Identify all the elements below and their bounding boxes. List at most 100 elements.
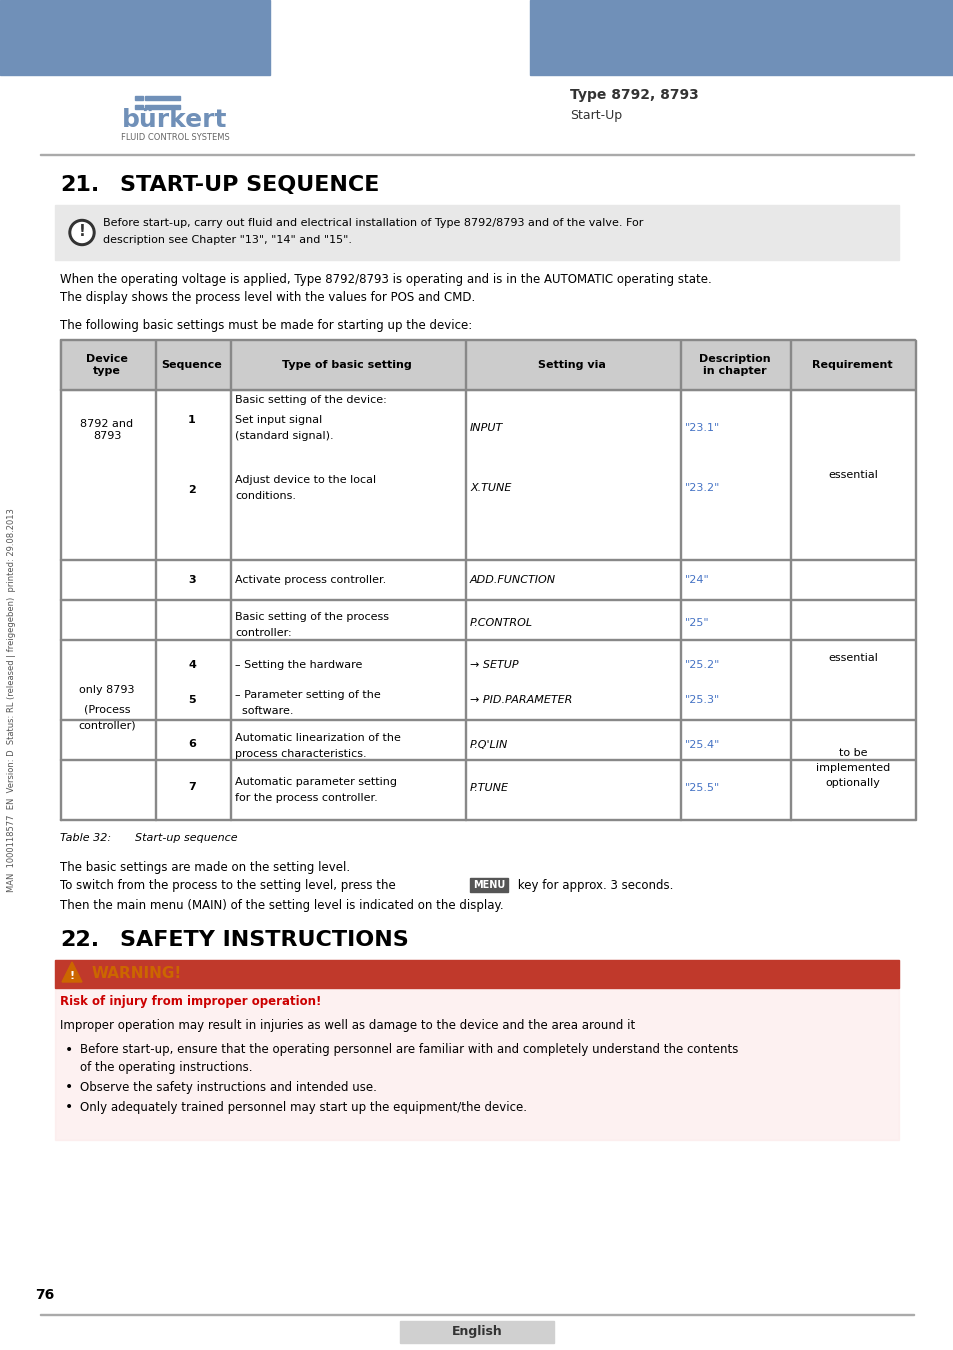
Text: "25": "25" [684,618,709,628]
Text: •: • [65,1044,73,1057]
Text: description see Chapter "13", "14" and "15".: description see Chapter "13", "14" and "… [103,235,352,244]
Text: for the process controller.: for the process controller. [234,792,377,803]
Bar [399,1322,554,1343]
Text: P.CONTROL: P.CONTROL [470,618,533,628]
Bar [145,96,180,100]
Text: essential: essential [827,653,877,663]
Text: controller:: controller: [234,628,292,639]
Text: Automatic linearization of the: Automatic linearization of the [234,733,400,743]
Bar [135,105,143,109]
Text: P.TUNE: P.TUNE [470,783,509,792]
Bar [530,0,953,76]
Text: "25.5": "25.5" [684,783,720,792]
Text: controller): controller) [78,721,135,730]
Text: conditions.: conditions. [234,491,295,501]
Text: "25.2": "25.2" [684,660,720,670]
Bar [470,878,507,892]
Text: The display shows the process level with the values for POS and CMD.: The display shows the process level with… [60,290,475,304]
Text: "23.2": "23.2" [684,483,720,493]
Bar [464,340,465,819]
Polygon shape [62,963,82,981]
Text: Table 32:: Table 32: [60,833,111,842]
Text: Type of basic setting: Type of basic setting [282,360,412,370]
Bar [154,340,156,819]
Text: 22.: 22. [60,930,99,950]
Text: ADD.FUNCTION: ADD.FUNCTION [470,575,556,585]
Bar [230,340,231,819]
Text: FLUID CONTROL SYSTEMS: FLUID CONTROL SYSTEMS [120,134,229,143]
Text: Sequence: Sequence [161,360,222,370]
Text: Observe the safety instructions and intended use.: Observe the safety instructions and inte… [80,1080,376,1094]
Text: 2: 2 [188,485,195,495]
Text: (standard signal).: (standard signal). [234,431,334,441]
Text: !: ! [70,971,74,981]
Bar [135,96,143,100]
Text: Activate process controller.: Activate process controller. [234,575,386,585]
Text: – Parameter setting of the: – Parameter setting of the [234,690,380,701]
Text: 1: 1 [188,414,195,425]
Text: 5: 5 [188,695,195,705]
Text: Only adequately trained personnel may start up the equipment/the device.: Only adequately trained personnel may st… [80,1100,526,1114]
Bar [0,0,270,76]
Text: 76: 76 [35,1288,54,1301]
Bar [789,340,790,819]
Circle shape [69,220,95,246]
Text: Basic setting of the process: Basic setting of the process [234,612,389,622]
Text: X.TUNE: X.TUNE [470,483,511,493]
Text: When the operating voltage is applied, Type 8792/8793 is operating and is in the: When the operating voltage is applied, T… [60,274,711,286]
Text: 4: 4 [188,660,195,670]
Text: English: English [451,1326,502,1338]
Text: 8792 and
8793: 8792 and 8793 [80,420,133,441]
Text: 3: 3 [188,575,195,585]
Text: Automatic parameter setting: Automatic parameter setting [234,778,396,787]
Text: "25.4": "25.4" [684,740,720,751]
Text: Description
in chapter: Description in chapter [699,354,770,375]
Text: software.: software. [234,706,294,716]
Bar [60,340,914,390]
Text: Type 8792, 8793: Type 8792, 8793 [569,88,698,103]
Text: "23.1": "23.1" [684,423,720,433]
Bar [55,960,898,988]
Text: Basic setting of the device:: Basic setting of the device: [234,396,386,405]
Text: Start-Up: Start-Up [569,108,621,122]
Text: key for approx. 3 seconds.: key for approx. 3 seconds. [514,879,673,891]
Text: process characteristics.: process characteristics. [234,749,366,759]
Text: •: • [65,1100,73,1114]
Text: Then the main menu (MAIN) of the setting level is indicated on the display.: Then the main menu (MAIN) of the setting… [60,899,503,911]
Text: The basic settings are made on the setting level.: The basic settings are made on the setti… [60,861,350,875]
Text: bürkert: bürkert [122,108,228,132]
Text: To switch from the process to the setting level, press the: To switch from the process to the settin… [60,879,395,891]
Text: WARNING!: WARNING! [91,967,182,981]
Text: Before start-up, ensure that the operating personnel are familiar with and compl: Before start-up, ensure that the operati… [80,1044,738,1057]
Text: 6: 6 [188,738,195,749]
Text: "25.3": "25.3" [684,695,720,705]
Bar [914,340,915,819]
Text: INPUT: INPUT [470,423,503,433]
Bar [145,105,180,109]
Text: – Setting the hardware: – Setting the hardware [234,660,362,670]
Text: 7: 7 [188,782,195,792]
Text: Requirement: Requirement [811,360,891,370]
Text: → PID.PARAMETER: → PID.PARAMETER [470,695,572,705]
Text: Start-up sequence: Start-up sequence [135,833,237,842]
Text: START-UP SEQUENCE: START-UP SEQUENCE [120,176,379,194]
Text: of the operating instructions.: of the operating instructions. [80,1061,253,1073]
Bar [679,340,680,819]
Text: Setting via: Setting via [537,360,605,370]
Text: 21.: 21. [60,176,99,194]
Text: implemented: implemented [815,763,889,774]
Bar [55,960,898,1139]
Text: → SETUP: → SETUP [470,660,518,670]
Text: SAFETY INSTRUCTIONS: SAFETY INSTRUCTIONS [120,930,408,950]
Text: Set input signal: Set input signal [234,414,322,425]
Text: (Process: (Process [84,705,131,716]
Text: "24": "24" [684,575,709,585]
Bar [55,205,898,261]
Text: •: • [65,1080,73,1094]
Text: only 8793: only 8793 [79,684,134,695]
Text: Risk of injury from improper operation!: Risk of injury from improper operation! [60,995,321,1008]
Text: The following basic settings must be made for starting up the device:: The following basic settings must be mad… [60,319,472,332]
Text: essential: essential [827,470,877,481]
Text: Adjust device to the local: Adjust device to the local [234,475,375,485]
Bar [60,340,61,819]
